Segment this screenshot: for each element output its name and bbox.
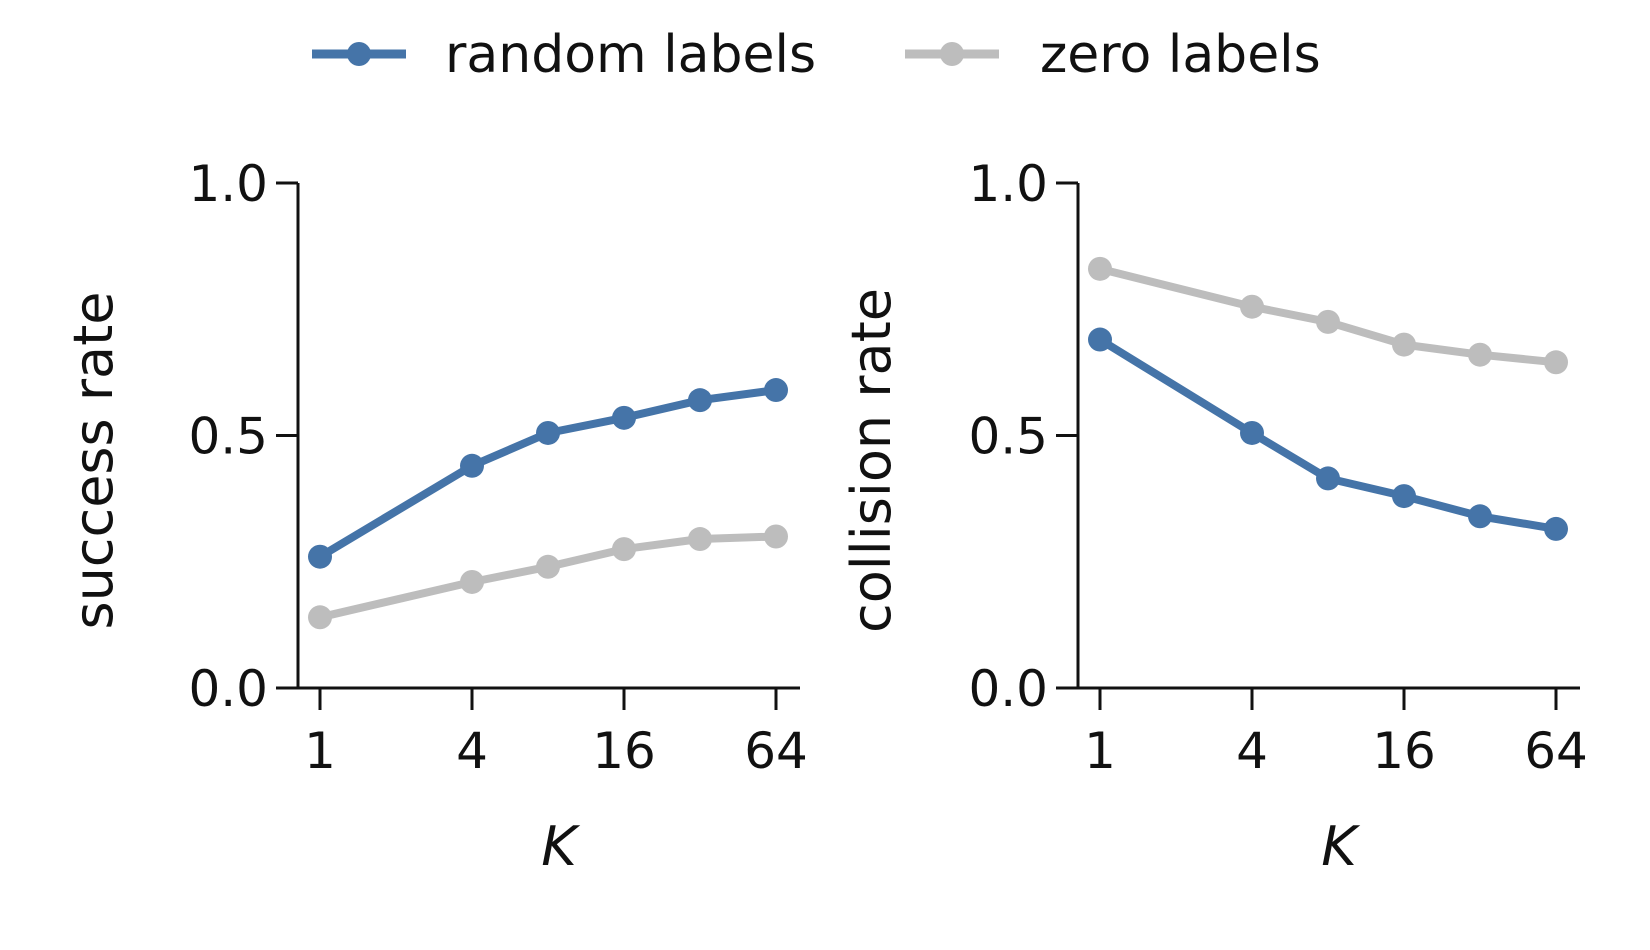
success-rate-point-random-labels <box>612 405 636 430</box>
success-rate-point-zero-labels <box>460 569 484 594</box>
success-rate-ytick-label: 1.0 <box>188 155 268 213</box>
success-rate-line-random-labels <box>317 386 777 561</box>
legend-entry-zero-labels: zero labels <box>905 25 1321 85</box>
collision-rate-point-zero-labels <box>1240 294 1264 319</box>
collision-rate-line-random-labels <box>1097 336 1557 533</box>
collision-rate-x-axis-label: K <box>1321 815 1360 878</box>
collision-rate-point-random-labels <box>1392 484 1416 509</box>
success-rate-point-zero-labels <box>612 537 636 562</box>
collision-rate-point-random-labels <box>1240 420 1264 445</box>
success-rate-point-zero-labels <box>536 554 560 579</box>
success-rate-point-random-labels <box>460 453 484 478</box>
success-rate-x-axis-label: K <box>541 815 580 878</box>
collision-rate-point-zero-labels <box>1468 342 1492 367</box>
success-rate-point-random-labels <box>688 388 712 413</box>
collision-rate-point-zero-labels <box>1544 350 1568 375</box>
collision-rate-point-random-labels <box>1544 516 1568 541</box>
success-rate-xtick-label: 16 <box>592 722 656 780</box>
success-rate-point-random-labels <box>536 420 560 445</box>
collision-rate-point-zero-labels <box>1088 256 1112 281</box>
success-rate-line-zero-labels <box>319 532 777 622</box>
success-rate-xtick-label: 4 <box>456 722 488 780</box>
success-rate-point-zero-labels <box>764 524 788 549</box>
success-rate-y-axis-label: success rate <box>62 291 125 629</box>
collision-rate-y-axis-label: collision rate <box>840 288 903 633</box>
success-rate-ytick-label: 0.0 <box>188 660 268 718</box>
success-rate-xtick-label: 1 <box>304 722 336 780</box>
collision-rate-ytick-label: 0.5 <box>968 408 1048 466</box>
legend-marker-zero-labels <box>940 42 964 66</box>
collision-rate-point-random-labels <box>1468 504 1492 529</box>
collision-rate-ytick-label: 0.0 <box>968 660 1048 718</box>
legend-label-random-labels: random labels <box>445 25 816 85</box>
collision-rate-xtick-label: 16 <box>1372 722 1436 780</box>
success-rate-ytick-label: 0.5 <box>188 408 268 466</box>
success-rate-xtick-label: 64 <box>744 722 808 780</box>
collision-rate-point-random-labels <box>1316 466 1340 491</box>
success-rate-point-random-labels <box>764 378 788 403</box>
legend-label-zero-labels: zero labels <box>1040 25 1321 85</box>
collision-rate-xtick-label: 1 <box>1084 722 1116 780</box>
collision-rate-point-zero-labels <box>1316 309 1340 334</box>
collision-rate-xtick-label: 4 <box>1236 722 1268 780</box>
collision-rate-xtick-label: 64 <box>1524 722 1588 780</box>
legend-entry-random-labels: random labels <box>312 25 816 85</box>
success-rate-point-zero-labels <box>308 605 332 630</box>
legend-marker-random-labels <box>347 42 371 66</box>
collision-rate-line-zero-labels <box>1099 265 1557 367</box>
collision-rate-point-zero-labels <box>1392 332 1416 357</box>
success-rate-point-random-labels <box>308 544 332 569</box>
legend: random labels zero labels <box>312 25 1321 85</box>
success-rate-point-zero-labels <box>688 527 712 552</box>
collision-rate-point-random-labels <box>1088 327 1112 352</box>
collision-rate-ytick-label: 1.0 <box>968 155 1048 213</box>
